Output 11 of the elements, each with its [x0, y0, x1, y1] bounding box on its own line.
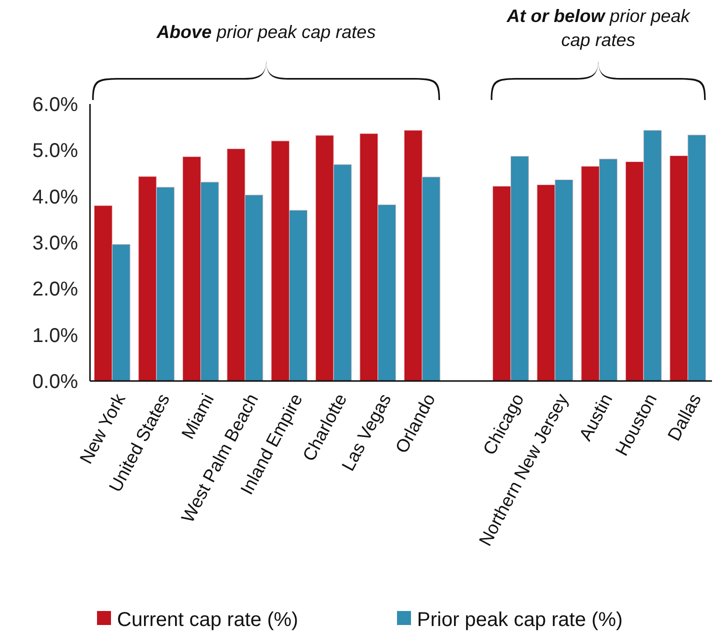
y-tick-label: 6.0% — [32, 94, 78, 116]
y-tick-label: 4.0% — [32, 186, 78, 208]
y-tick-label: 1.0% — [32, 324, 78, 347]
y-tick-label: 5.0% — [32, 140, 78, 162]
y-tick-label: 3.0% — [32, 232, 78, 254]
legend-label: Current cap rate (%) — [117, 609, 298, 631]
y-tick-label: 0.0% — [32, 371, 78, 393]
text: At or below prior peak cap rates — [506, 6, 690, 50]
y-tick-label: 2.0% — [32, 278, 78, 301]
legend-label: Prior peak cap rate (%) — [417, 609, 623, 631]
text: Above prior peak cap rates — [156, 22, 376, 42]
